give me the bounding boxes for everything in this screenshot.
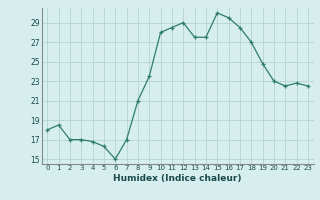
X-axis label: Humidex (Indice chaleur): Humidex (Indice chaleur) <box>113 174 242 183</box>
